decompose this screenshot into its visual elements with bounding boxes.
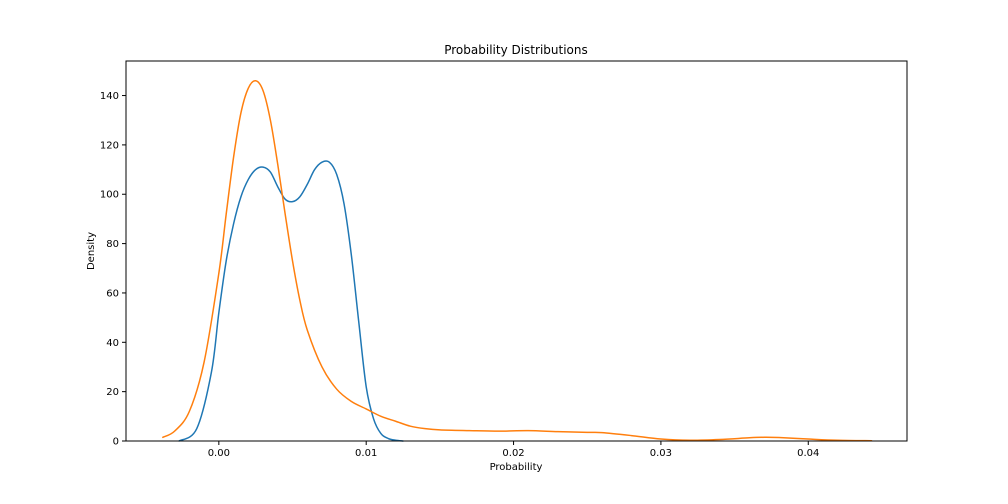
y-tick-label: 20	[106, 387, 119, 398]
x-axis: 0.00 0.01 0.02 0.03 0.04	[208, 441, 819, 459]
x-tick-label: 0.01	[355, 448, 377, 459]
y-tick-label: 140	[100, 91, 119, 102]
x-tick-label: 0.00	[208, 448, 230, 459]
plot-frame	[125, 60, 908, 442]
x-tick-label: 0.04	[797, 448, 819, 459]
y-tick-label: 80	[106, 239, 119, 250]
y-axis-title: Density	[86, 232, 97, 270]
plot-area	[126, 61, 907, 441]
y-axis: 0 20 40 60 80 100 120 140	[100, 91, 126, 448]
y-tick-label: 60	[106, 288, 119, 299]
x-tick-label: 0.02	[502, 448, 524, 459]
series-layer	[162, 79, 873, 442]
y-tick-label: 120	[100, 140, 119, 151]
series-line-1	[178, 160, 404, 442]
y-tick-label: 40	[106, 338, 119, 349]
x-tick-label: 0.03	[650, 448, 672, 459]
x-axis-title: Probability	[490, 462, 543, 473]
series-line-2	[162, 79, 873, 442]
y-tick-label: 100	[100, 190, 119, 201]
y-tick-label: 0	[113, 437, 119, 448]
chart-title: Probability Distributions	[444, 43, 588, 57]
